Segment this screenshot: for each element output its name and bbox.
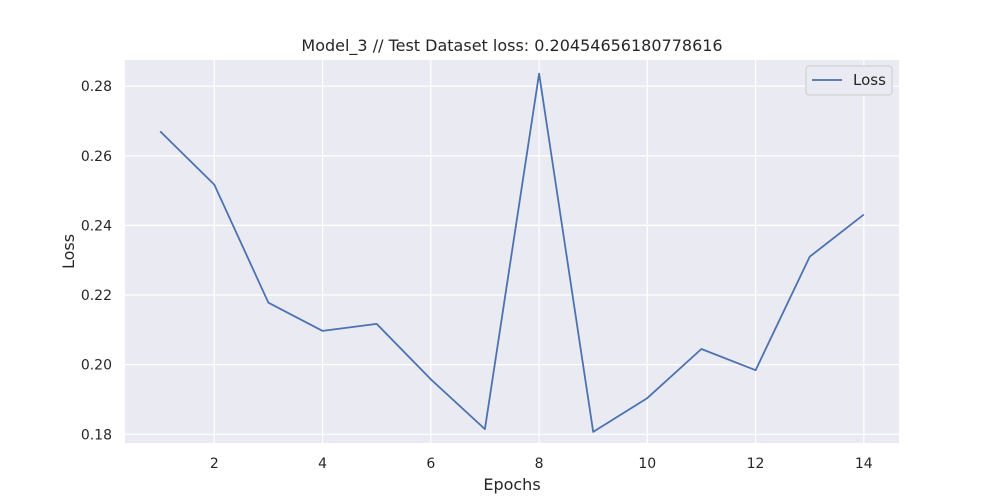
y-axis-label: Loss — [59, 234, 78, 269]
y-tick-label: 0.22 — [81, 288, 112, 304]
x-tick-label: 8 — [535, 456, 544, 472]
legend: Loss — [805, 65, 893, 96]
y-tick-label: 0.20 — [81, 358, 112, 374]
y-tick-label: 0.18 — [81, 427, 112, 443]
x-tick-label: 14 — [855, 456, 873, 472]
x-tick-label: 2 — [210, 456, 219, 472]
series-line-loss — [159, 72, 865, 433]
legend-label-loss: Loss — [853, 71, 886, 89]
x-axis-label: Epochs — [483, 475, 540, 494]
y-tick-label: 0.28 — [81, 79, 112, 95]
x-tick-label: 10 — [638, 456, 656, 472]
grid-lines — [125, 60, 899, 443]
x-tick-label: 4 — [318, 456, 327, 472]
x-tick-label: 12 — [747, 456, 765, 472]
legend-box — [805, 65, 893, 96]
y-tick-label: 0.26 — [81, 149, 112, 165]
chart-title: Model_3 // Test Dataset loss: 0.20454656… — [301, 36, 722, 56]
series-lines — [159, 72, 865, 433]
x-tick-label: 6 — [426, 456, 435, 472]
tick-labels: 2 4 6 8 10 12 14 0.18 0.20 0.22 0.24 0.26 0.28 — [81, 79, 873, 472]
y-tick-label: 0.24 — [81, 218, 112, 234]
